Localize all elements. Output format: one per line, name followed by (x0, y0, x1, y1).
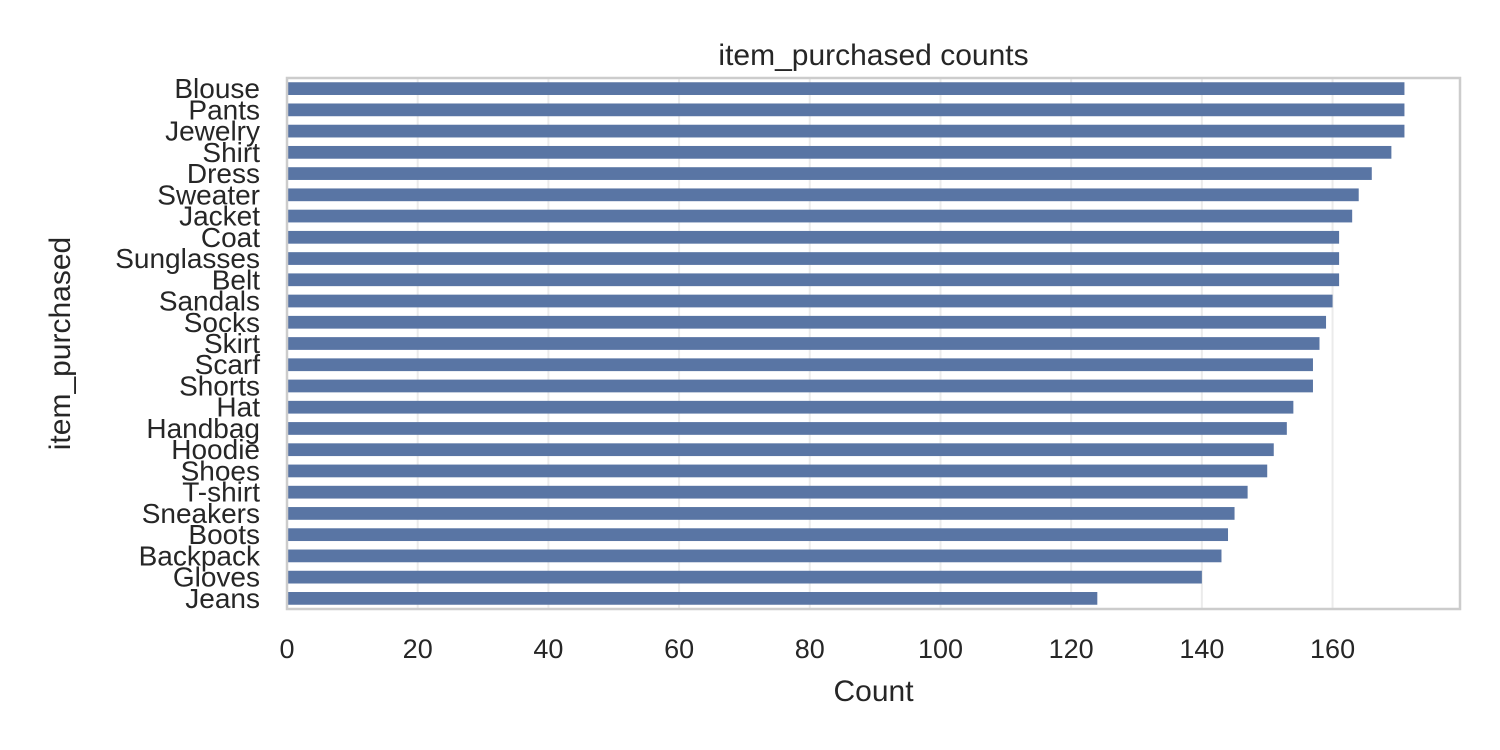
chart-title: item_purchased counts (718, 39, 1028, 72)
bar (287, 337, 1320, 350)
bar (287, 570, 1202, 584)
bar (287, 230, 1340, 244)
bar (287, 315, 1327, 329)
bar (287, 507, 1235, 520)
bar (287, 485, 1248, 499)
y-tick-label: Shorts (179, 370, 260, 401)
y-tick-label: Sneakers (142, 498, 260, 529)
y-tick-label: Sunglasses (115, 243, 260, 274)
x-tick-label: 40 (533, 634, 563, 664)
bar (287, 124, 1405, 138)
y-tick-label: Boots (188, 519, 260, 550)
y-tick-label: Sweater (157, 179, 260, 210)
y-tick-label: Handbag (146, 413, 260, 444)
bars (287, 82, 1405, 605)
bar (287, 252, 1340, 265)
y-tick-label: Gloves (173, 562, 260, 593)
y-tick-label: Shoes (181, 455, 260, 486)
bar (287, 358, 1313, 372)
y-tick-label: Skirt (204, 328, 260, 359)
bar (287, 464, 1268, 478)
y-tick-label: Jewelry (165, 116, 260, 147)
y-tick-label: Backpack (139, 540, 261, 571)
y-axis-label: item_purchased (44, 237, 77, 450)
x-tick-label: 120 (1049, 634, 1094, 664)
bar (287, 379, 1313, 393)
y-tick-label: Coat (201, 222, 260, 253)
x-axis-label: Count (833, 675, 914, 708)
bar (287, 294, 1333, 308)
bar (287, 273, 1340, 287)
y-tick-labels: BlousePantsJewelryShirtDressSweaterJacke… (115, 73, 261, 614)
y-tick-label: Jacket (179, 201, 260, 232)
bar (287, 82, 1405, 95)
x-tick-label: 140 (1179, 634, 1224, 664)
x-tick-label: 100 (918, 634, 963, 664)
y-tick-label: Dress (187, 158, 260, 189)
bar (287, 528, 1229, 542)
bar (287, 422, 1287, 435)
x-tick-label: 160 (1310, 634, 1355, 664)
y-tick-label: Sandals (159, 286, 260, 317)
y-tick-label: Socks (184, 307, 260, 338)
bar (287, 592, 1098, 605)
bar (287, 400, 1294, 414)
x-tick-label: 80 (795, 634, 825, 664)
bar (287, 145, 1392, 159)
y-tick-label: Belt (212, 264, 260, 295)
y-tick-label: Blouse (174, 73, 260, 104)
y-tick-label: Jeans (185, 583, 260, 614)
bar (287, 188, 1359, 202)
bar (287, 209, 1353, 223)
y-tick-label: T-shirt (182, 477, 260, 508)
y-tick-label: Shirt (202, 137, 260, 168)
plot-frame (285, 76, 1462, 611)
x-tick-label: 60 (664, 634, 694, 664)
x-tick-label: 0 (279, 634, 294, 664)
bar (287, 167, 1372, 180)
bar (287, 103, 1405, 117)
y-tick-label: Scarf (195, 349, 261, 380)
x-tick-label: 20 (403, 634, 433, 664)
y-tick-label: Hoodie (171, 434, 260, 465)
bar (287, 443, 1274, 457)
x-tick-labels: 0 20 40 60 80 100 120 140 160 (279, 634, 1355, 664)
bar (287, 549, 1222, 563)
y-tick-label: Hat (216, 392, 260, 423)
y-tick-label: Pants (188, 94, 260, 125)
